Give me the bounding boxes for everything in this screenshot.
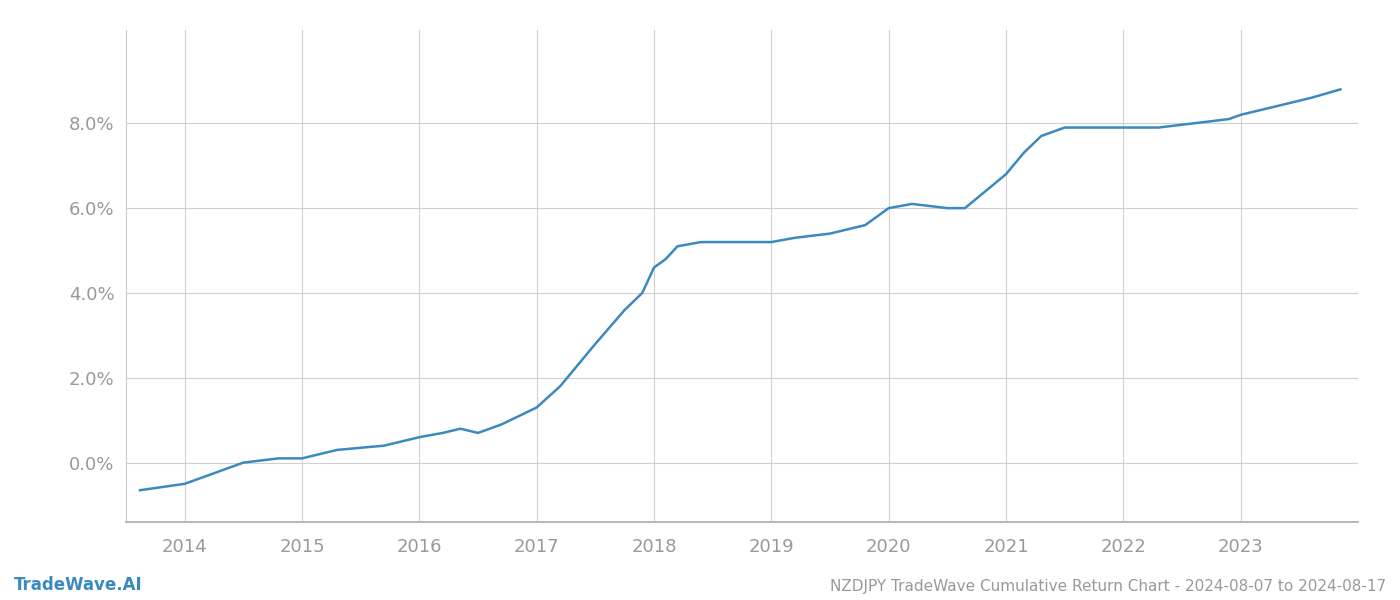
Text: NZDJPY TradeWave Cumulative Return Chart - 2024-08-07 to 2024-08-17: NZDJPY TradeWave Cumulative Return Chart… — [830, 579, 1386, 594]
Text: TradeWave.AI: TradeWave.AI — [14, 576, 143, 594]
